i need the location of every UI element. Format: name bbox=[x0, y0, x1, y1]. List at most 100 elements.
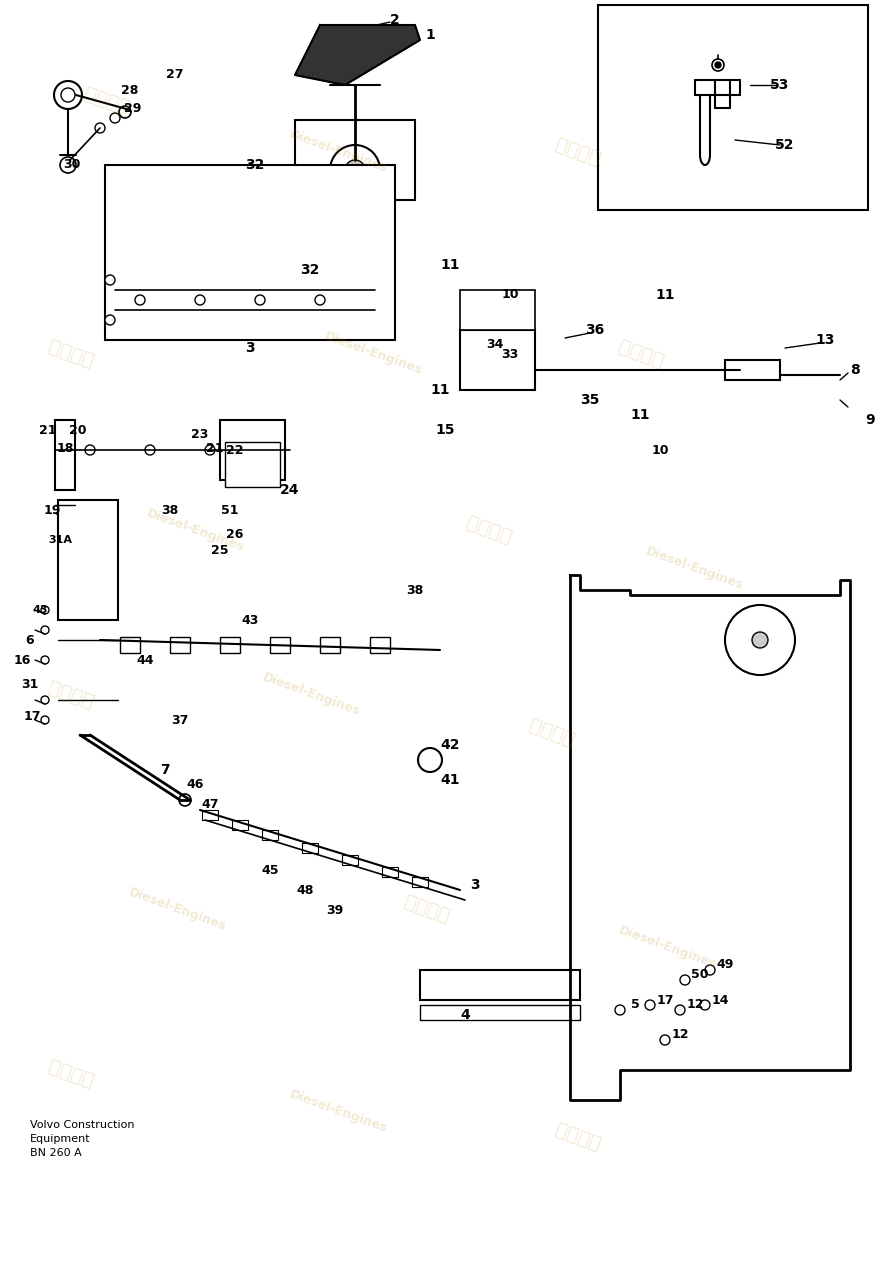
Circle shape bbox=[105, 314, 115, 325]
Text: 36: 36 bbox=[586, 323, 604, 337]
Bar bbox=[120, 637, 140, 653]
Text: 10: 10 bbox=[501, 288, 519, 302]
Bar bbox=[55, 421, 75, 490]
Text: 46: 46 bbox=[186, 778, 204, 792]
Text: 20: 20 bbox=[69, 423, 86, 437]
Text: 11: 11 bbox=[430, 383, 449, 397]
Circle shape bbox=[418, 748, 442, 772]
Text: 21: 21 bbox=[206, 442, 223, 455]
Text: 53: 53 bbox=[771, 78, 789, 92]
Text: 3: 3 bbox=[245, 341, 255, 355]
Circle shape bbox=[205, 445, 215, 455]
Text: 27: 27 bbox=[166, 68, 183, 82]
Text: 12: 12 bbox=[686, 999, 704, 1012]
Text: 50: 50 bbox=[692, 969, 708, 981]
Circle shape bbox=[41, 626, 49, 634]
Text: 14: 14 bbox=[711, 994, 729, 1007]
Bar bbox=[232, 820, 248, 830]
Text: Volvo Construction
Equipment
BN 260 A: Volvo Construction Equipment BN 260 A bbox=[30, 1120, 134, 1158]
Text: 33: 33 bbox=[501, 349, 519, 361]
Text: Diesel-Engines: Diesel-Engines bbox=[145, 506, 247, 554]
Text: 31A: 31A bbox=[48, 536, 72, 546]
Text: 32: 32 bbox=[246, 158, 264, 172]
Circle shape bbox=[41, 716, 49, 724]
Circle shape bbox=[345, 160, 365, 181]
Bar bbox=[420, 1005, 580, 1021]
Text: 8: 8 bbox=[850, 362, 860, 376]
Text: 23: 23 bbox=[191, 428, 208, 442]
Text: 柴发动力: 柴发动力 bbox=[46, 337, 96, 370]
Circle shape bbox=[60, 157, 76, 173]
Circle shape bbox=[145, 445, 155, 455]
Circle shape bbox=[645, 1000, 655, 1010]
Text: 39: 39 bbox=[327, 903, 344, 917]
Bar bbox=[220, 421, 285, 480]
Text: 10: 10 bbox=[651, 443, 668, 456]
Circle shape bbox=[265, 445, 275, 455]
Bar bbox=[382, 866, 398, 877]
Text: 15: 15 bbox=[435, 423, 455, 437]
Circle shape bbox=[119, 106, 131, 117]
Bar bbox=[302, 842, 318, 853]
Circle shape bbox=[675, 1005, 685, 1015]
Circle shape bbox=[41, 606, 49, 614]
Text: Diesel-Engines: Diesel-Engines bbox=[323, 330, 425, 378]
Text: 37: 37 bbox=[171, 714, 189, 726]
Text: 26: 26 bbox=[226, 528, 244, 542]
Bar bbox=[412, 877, 428, 887]
Text: 柴发动力: 柴发动力 bbox=[465, 514, 514, 547]
Text: Diesel-Engines: Diesel-Engines bbox=[287, 128, 389, 176]
Text: 13: 13 bbox=[815, 333, 835, 347]
Circle shape bbox=[105, 275, 115, 285]
Text: 2: 2 bbox=[390, 13, 400, 27]
Text: 柴发动力: 柴发动力 bbox=[527, 716, 577, 749]
Bar bbox=[420, 970, 580, 1000]
Text: 7: 7 bbox=[160, 763, 170, 777]
Text: 52: 52 bbox=[775, 138, 795, 152]
Text: 5: 5 bbox=[631, 999, 639, 1012]
Text: 30: 30 bbox=[63, 158, 81, 172]
Text: Diesel-Engines: Diesel-Engines bbox=[261, 671, 362, 719]
Circle shape bbox=[705, 965, 715, 975]
Text: 柴发动力: 柴发动力 bbox=[554, 1120, 603, 1153]
Text: 35: 35 bbox=[580, 393, 600, 407]
Text: 29: 29 bbox=[125, 101, 142, 115]
Circle shape bbox=[95, 123, 105, 133]
Circle shape bbox=[110, 112, 120, 123]
Text: 11: 11 bbox=[441, 258, 460, 272]
Bar bbox=[170, 637, 190, 653]
Text: Diesel-Engines: Diesel-Engines bbox=[643, 544, 745, 592]
Text: 38: 38 bbox=[407, 584, 424, 596]
Circle shape bbox=[255, 296, 265, 304]
Circle shape bbox=[715, 62, 721, 68]
Text: 22: 22 bbox=[226, 443, 244, 456]
Circle shape bbox=[680, 975, 690, 985]
Text: 43: 43 bbox=[241, 614, 259, 626]
Text: 柴发动力: 柴发动力 bbox=[616, 337, 666, 370]
Bar bbox=[725, 360, 780, 380]
Circle shape bbox=[752, 632, 768, 648]
Bar bbox=[320, 637, 340, 653]
Circle shape bbox=[85, 445, 95, 455]
Text: 47: 47 bbox=[201, 798, 219, 812]
Text: 9: 9 bbox=[865, 413, 875, 427]
Circle shape bbox=[700, 1000, 710, 1010]
Circle shape bbox=[345, 25, 355, 35]
Bar bbox=[105, 165, 395, 340]
Text: 16: 16 bbox=[13, 653, 30, 667]
Circle shape bbox=[615, 1005, 625, 1015]
Text: 1: 1 bbox=[425, 28, 435, 42]
Circle shape bbox=[41, 655, 49, 664]
Text: 42: 42 bbox=[441, 738, 460, 751]
Circle shape bbox=[54, 81, 82, 109]
Text: 11: 11 bbox=[655, 288, 675, 302]
Text: Diesel-Engines: Diesel-Engines bbox=[287, 1087, 389, 1135]
Circle shape bbox=[330, 145, 380, 195]
Text: 17: 17 bbox=[23, 711, 41, 724]
Circle shape bbox=[135, 296, 145, 304]
Text: 51: 51 bbox=[222, 504, 239, 517]
Text: 12: 12 bbox=[671, 1028, 689, 1042]
Polygon shape bbox=[295, 25, 420, 85]
Text: 49: 49 bbox=[716, 959, 733, 971]
Text: 44: 44 bbox=[136, 653, 154, 667]
